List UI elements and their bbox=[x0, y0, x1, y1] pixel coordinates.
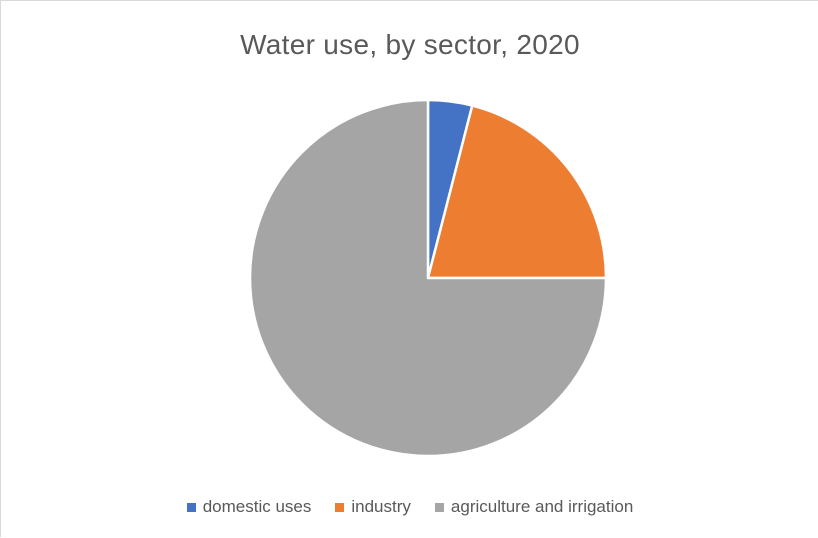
legend-item-agriculture-and-irrigation: agriculture and irrigation bbox=[434, 497, 634, 517]
legend-swatch-domestic-uses bbox=[186, 502, 196, 512]
legend-label-domestic-uses: domestic uses bbox=[202, 497, 312, 516]
pie-slice-agriculture-and-irrigation bbox=[248, 98, 608, 458]
legend: domestic uses industry agriculture and i… bbox=[1, 497, 818, 517]
legend-label-agriculture-and-irrigation: agriculture and irrigation bbox=[450, 497, 634, 516]
legend-item-domestic-uses: domestic uses bbox=[186, 497, 312, 517]
legend-swatch-industry bbox=[335, 502, 345, 512]
chart-title: Water use, by sector, 2020 bbox=[240, 29, 580, 60]
pie-slice-industry bbox=[426, 104, 608, 280]
legend-swatch-agriculture-and-irrigation bbox=[434, 502, 444, 512]
legend-label-industry: industry bbox=[351, 497, 411, 516]
legend-item-industry: industry bbox=[335, 497, 411, 517]
